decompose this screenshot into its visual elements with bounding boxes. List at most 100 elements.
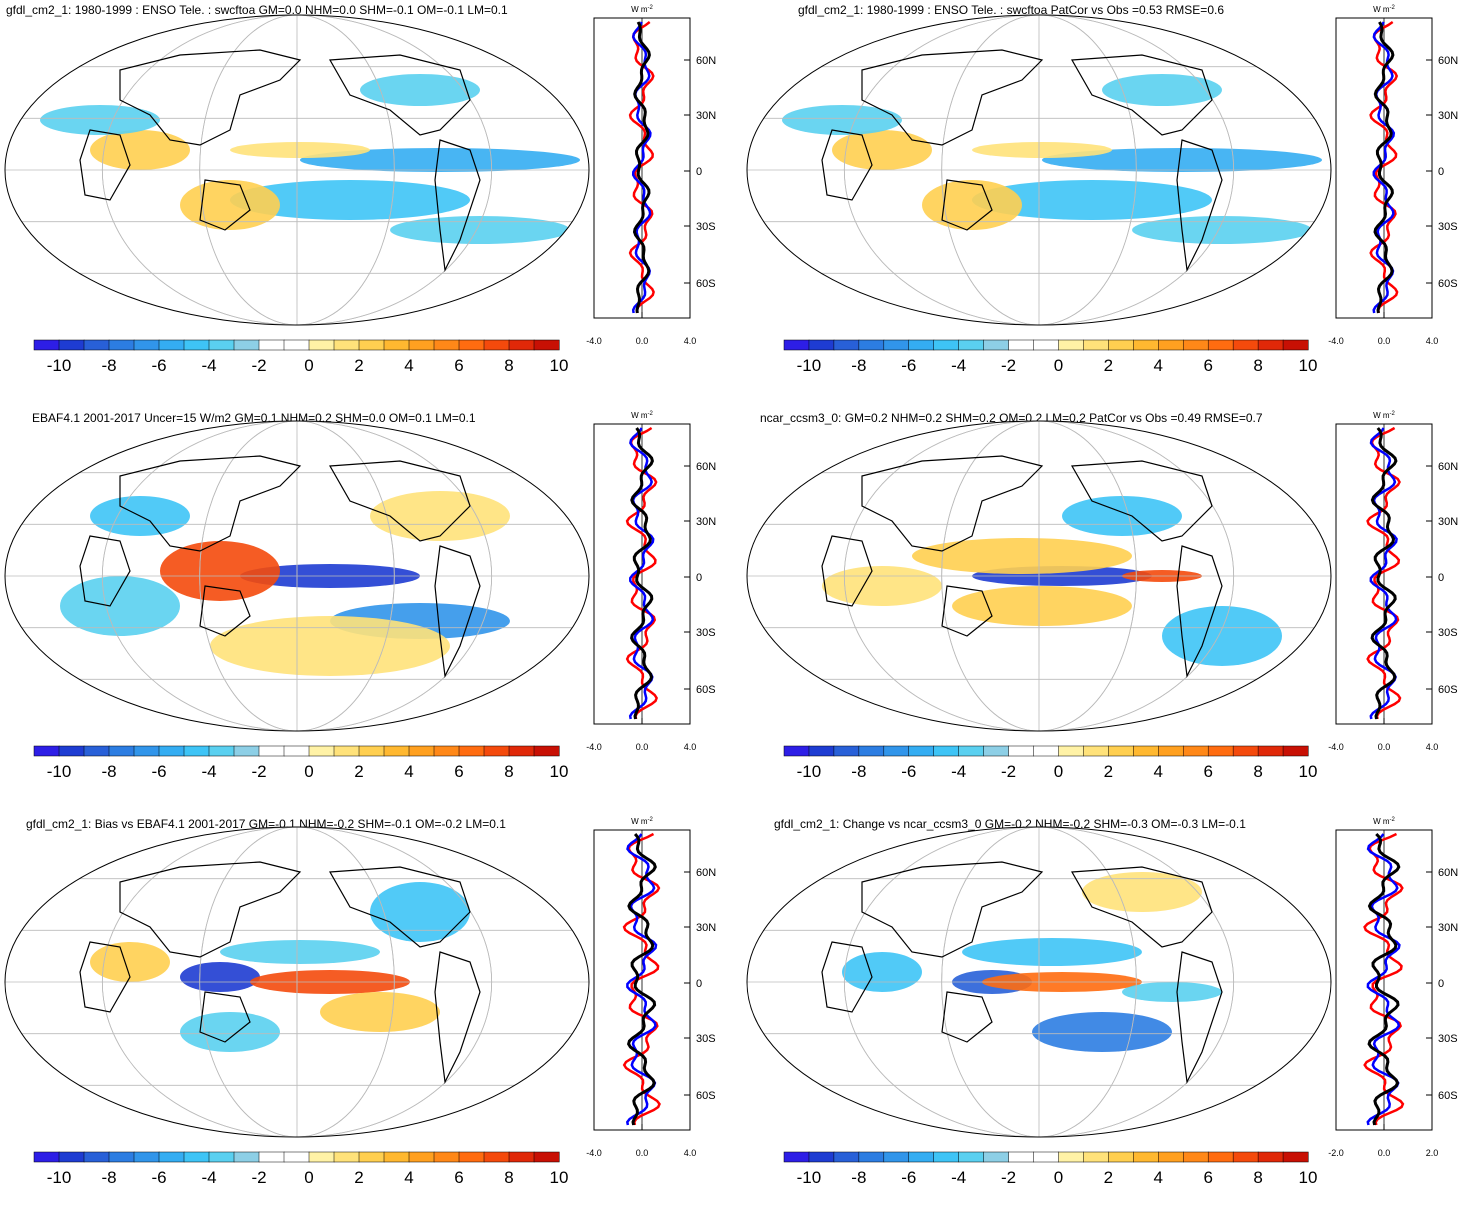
- anomaly-region: [922, 180, 1022, 230]
- colorbar-label: 2: [354, 762, 363, 782]
- profile-unit: W m-2: [1373, 817, 1395, 826]
- lat-label: 30N: [696, 516, 716, 528]
- colorbar-swatch: [1208, 340, 1233, 350]
- colorbar-swatch: [459, 746, 484, 756]
- lat-label: 0: [1438, 978, 1444, 990]
- colorbar-label: -6: [151, 1168, 166, 1188]
- anomaly-region: [842, 952, 922, 992]
- colorbar-label: -10: [797, 1168, 822, 1188]
- colorbar-label: 4: [404, 1168, 413, 1188]
- anomaly-region: [962, 938, 1142, 966]
- colorbar-swatch: [534, 746, 559, 756]
- colorbar-swatch: [509, 340, 534, 350]
- colorbar-label: 10: [550, 762, 569, 782]
- colorbar-swatch: [959, 746, 984, 756]
- colorbar-label: -10: [47, 762, 72, 782]
- colorbar-swatch: [1034, 1152, 1059, 1162]
- colorbar-swatch: [109, 746, 134, 756]
- colorbar-swatch: [284, 340, 309, 350]
- anomaly-region: [220, 940, 380, 964]
- colorbar-swatch: [1009, 340, 1034, 350]
- x-label: 0.0: [636, 336, 649, 346]
- anomaly-region: [390, 216, 570, 244]
- colorbar-swatch: [1183, 746, 1208, 756]
- panel-6: gfdl_cm2_1: Change vs ncar_ccsm3_0 GM=-0…: [742, 812, 1483, 1207]
- colorbar-swatch: [1258, 746, 1283, 756]
- colorbar-swatch: [1083, 746, 1108, 756]
- colorbar-swatch: [809, 1152, 834, 1162]
- lat-label: 30N: [696, 110, 716, 122]
- colorbar-label: -6: [151, 762, 166, 782]
- lat-label: 60S: [1438, 278, 1458, 290]
- colorbar-swatch: [84, 746, 109, 756]
- x-label: 4.0: [684, 1148, 697, 1158]
- colorbar-label: -2: [251, 762, 266, 782]
- colorbar-swatch: [509, 1152, 534, 1162]
- colorbar-swatch: [309, 340, 334, 350]
- map-plot: [0, 406, 600, 736]
- colorbar-swatch: [1258, 1152, 1283, 1162]
- colorbar-swatch: [109, 1152, 134, 1162]
- colorbar-label: -4: [951, 356, 966, 376]
- lat-label: 60N: [1438, 461, 1458, 473]
- colorbar-swatch: [1058, 340, 1083, 350]
- colorbar-swatch: [909, 340, 934, 350]
- profile-unit: W m-2: [631, 5, 653, 14]
- colorbar-swatch: [859, 1152, 884, 1162]
- colorbar-label: 6: [1203, 356, 1212, 376]
- colorbar-swatch: [234, 340, 259, 350]
- x-label: 4.0: [684, 336, 697, 346]
- colorbar-swatch: [909, 1152, 934, 1162]
- x-label: -4.0: [586, 1148, 602, 1158]
- colorbar-swatch: [884, 1152, 909, 1162]
- colorbar-label: -10: [47, 1168, 72, 1188]
- colorbar-label: -6: [901, 762, 916, 782]
- colorbar-swatch: [534, 340, 559, 350]
- colorbar-label: 4: [404, 356, 413, 376]
- colorbar-swatch: [59, 746, 84, 756]
- anomaly-region: [210, 616, 450, 676]
- colorbar-swatch: [1034, 340, 1059, 350]
- colorbar-swatch: [384, 340, 409, 350]
- x-label: 4.0: [1426, 336, 1439, 346]
- colorbar-swatch: [1058, 746, 1083, 756]
- lat-label: 30N: [1438, 516, 1458, 528]
- colorbar-swatch: [784, 746, 809, 756]
- colorbar-label: -4: [201, 762, 216, 782]
- colorbar-swatch: [1283, 1152, 1308, 1162]
- colorbar-label: -8: [101, 1168, 116, 1188]
- anomaly-region: [952, 586, 1132, 626]
- colorbar-swatch: [134, 1152, 159, 1162]
- colorbar-swatch: [884, 746, 909, 756]
- lat-label: 0: [696, 166, 702, 178]
- colorbar-label: 0: [304, 356, 313, 376]
- colorbar-label: 4: [404, 762, 413, 782]
- x-label: -2.0: [1328, 1148, 1344, 1158]
- colorbar-swatch: [484, 1152, 509, 1162]
- colorbar-label: -6: [901, 1168, 916, 1188]
- colorbar: [784, 340, 1308, 350]
- colorbar-label: -2: [251, 1168, 266, 1188]
- colorbar-label: 8: [1253, 762, 1262, 782]
- colorbar-swatch: [1083, 1152, 1108, 1162]
- colorbar-label: 0: [304, 1168, 313, 1188]
- colorbar-swatch: [1133, 340, 1158, 350]
- colorbar-swatch: [59, 1152, 84, 1162]
- colorbar: [784, 746, 1308, 756]
- map-plot: [742, 812, 1342, 1142]
- colorbar-swatch: [434, 340, 459, 350]
- colorbar-label: 6: [1203, 1168, 1212, 1188]
- anomaly-region: [60, 576, 180, 636]
- lat-label: 60S: [696, 684, 716, 696]
- colorbar-swatch: [1108, 340, 1133, 350]
- colorbar-label: -10: [47, 356, 72, 376]
- colorbar-label: -4: [201, 1168, 216, 1188]
- colorbar-swatch: [809, 746, 834, 756]
- lat-label: 60N: [696, 55, 716, 67]
- lat-label: 30N: [1438, 110, 1458, 122]
- colorbar-swatch: [984, 1152, 1009, 1162]
- colorbar-swatch: [1183, 1152, 1208, 1162]
